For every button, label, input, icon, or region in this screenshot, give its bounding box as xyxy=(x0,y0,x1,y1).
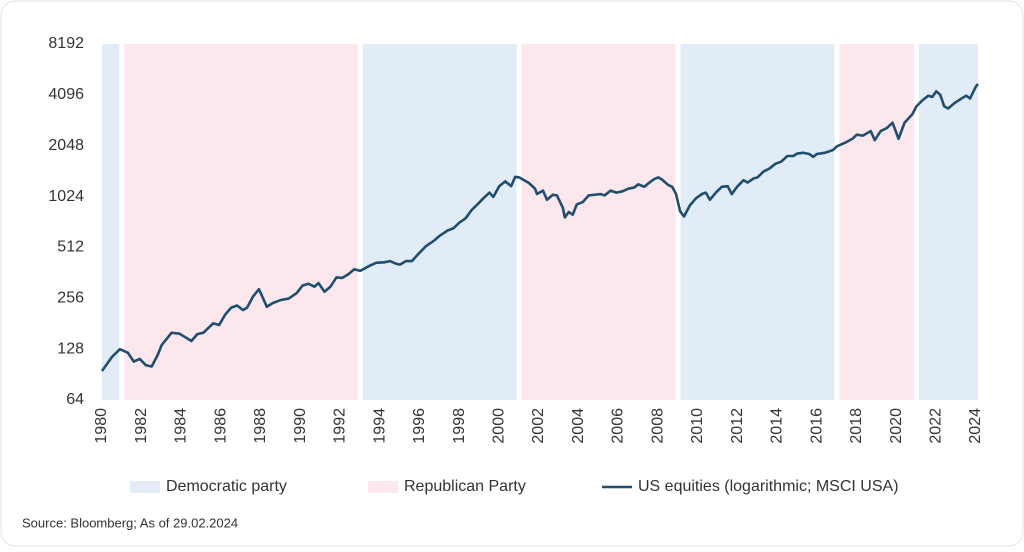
party-band xyxy=(124,44,358,400)
x-tick-label: 1982 xyxy=(133,408,150,444)
x-tick-label: 1980 xyxy=(93,408,110,444)
x-tick-label: 2014 xyxy=(769,408,786,444)
x-tick-label: 1994 xyxy=(371,408,388,444)
y-tick-label: 64 xyxy=(66,391,84,408)
legend-swatch xyxy=(130,481,160,493)
x-tick-label: 2016 xyxy=(808,408,825,444)
party-band xyxy=(918,44,978,400)
party-band xyxy=(839,44,914,400)
x-tick-label: 2004 xyxy=(570,408,587,444)
party-band xyxy=(680,44,835,400)
x-tick-label: 2020 xyxy=(888,408,905,444)
x-tick-label: 2006 xyxy=(610,408,627,444)
legend-label: Republican Party xyxy=(404,478,526,495)
x-tick-label: 1998 xyxy=(451,408,468,444)
x-tick-label: 1984 xyxy=(173,408,190,444)
y-tick-label: 1024 xyxy=(48,188,84,205)
party-band xyxy=(521,44,676,400)
x-tick-label: 2002 xyxy=(530,408,547,444)
y-tick-label: 4096 xyxy=(48,86,84,103)
x-tick-label: 2010 xyxy=(689,408,706,444)
x-tick-label: 1996 xyxy=(411,408,428,444)
y-tick-label: 2048 xyxy=(48,137,84,154)
x-tick-label: 2024 xyxy=(967,408,984,444)
series-line xyxy=(100,83,979,372)
x-tick-label: 2008 xyxy=(649,408,666,444)
x-tick-label: 2022 xyxy=(928,408,945,444)
legend-swatch xyxy=(368,481,398,493)
x-tick-label: 2018 xyxy=(848,408,865,444)
y-tick-label: 256 xyxy=(57,290,84,307)
x-tick-label: 1990 xyxy=(292,408,309,444)
x-tick-label: 1992 xyxy=(332,408,349,444)
party-band xyxy=(102,44,120,400)
x-tick-label: 2000 xyxy=(490,408,507,444)
x-tick-label: 2012 xyxy=(729,408,746,444)
y-tick-label: 512 xyxy=(57,239,84,256)
party-band xyxy=(362,44,517,400)
legend-label: US equities (logarithmic; MSCI USA) xyxy=(638,478,899,495)
x-tick-label: 1988 xyxy=(252,408,269,444)
legend-label: Democratic party xyxy=(166,478,287,495)
y-tick-label: 8192 xyxy=(48,35,84,52)
y-tick-label: 128 xyxy=(57,340,84,357)
x-tick-label: 1986 xyxy=(212,408,229,444)
source-note: Source: Bloomberg; As of 29.02.2024 xyxy=(22,515,238,530)
